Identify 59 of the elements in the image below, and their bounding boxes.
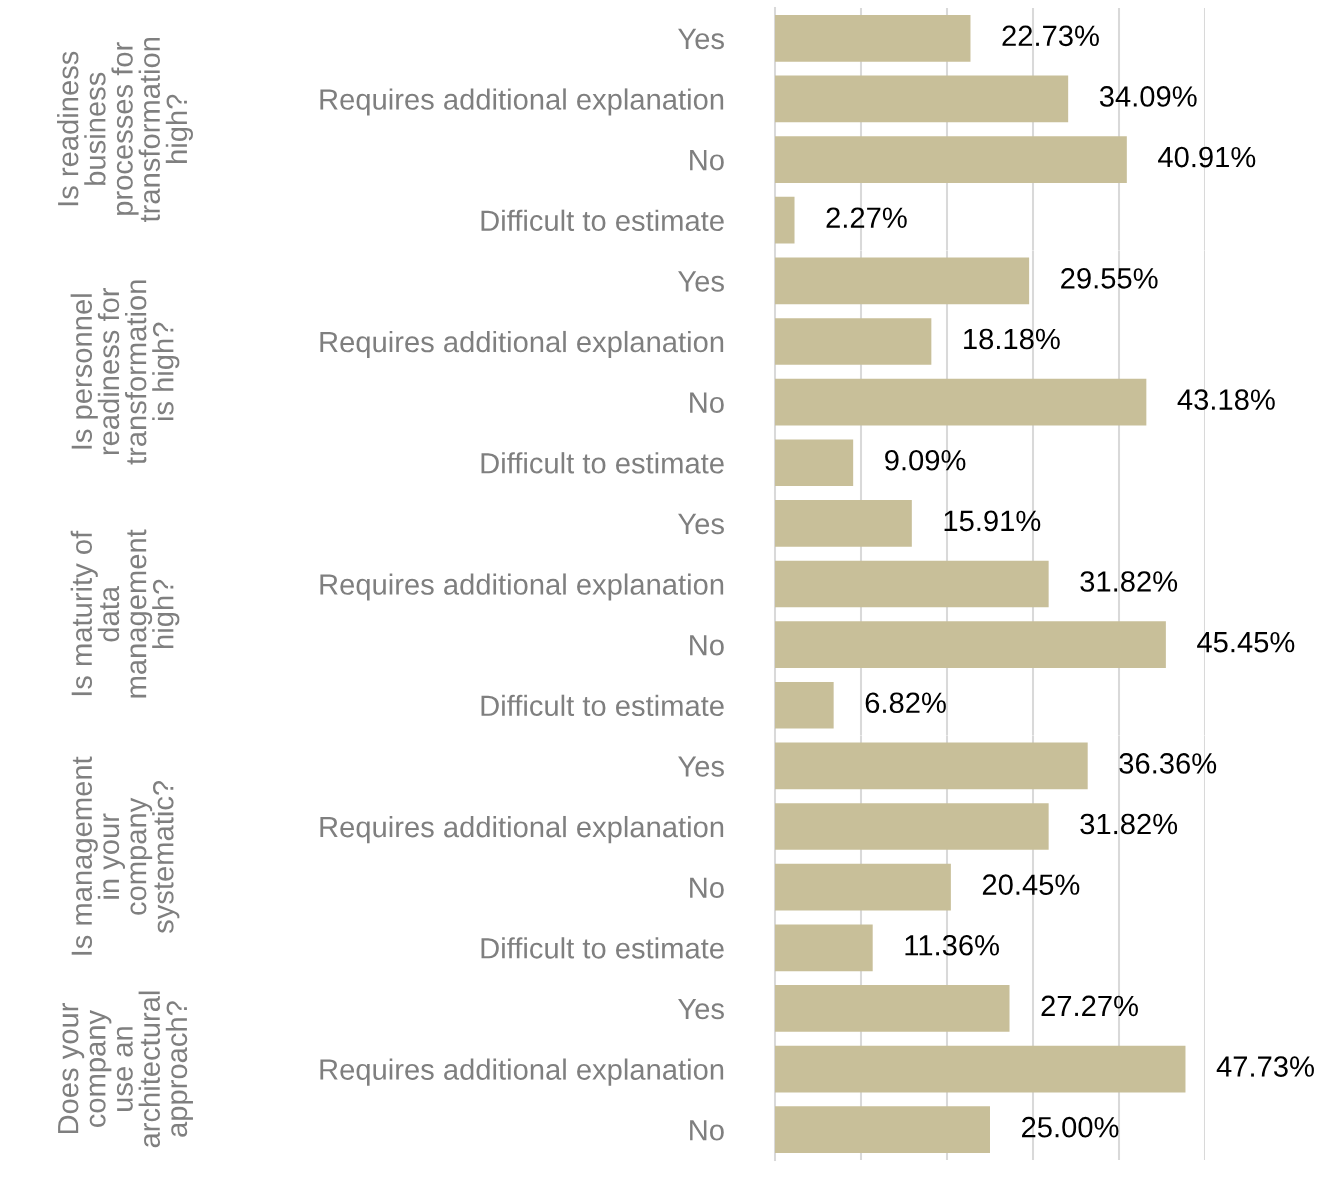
data-label: 15.91% bbox=[944, 510, 1041, 532]
y-tick-label: Difficult to estimate bbox=[481, 452, 724, 474]
y-tick-label: Difficult to estimate bbox=[481, 937, 724, 959]
y-tick-label: No bbox=[690, 877, 724, 899]
bar bbox=[775, 136, 1127, 183]
y-tick-label: No bbox=[690, 1120, 724, 1141]
text: Is readiness business processes for transformation high? bbox=[57, 37, 193, 223]
bar bbox=[775, 196, 795, 244]
y-tick-label: No bbox=[690, 635, 724, 656]
bar bbox=[775, 681, 834, 729]
y-tick-label: Requires additional explanation bbox=[320, 815, 724, 844]
data-label: 22.73% bbox=[1002, 25, 1099, 47]
data-label: 34.09% bbox=[1099, 86, 1197, 107]
data-label: 47.73% bbox=[1216, 1056, 1314, 1077]
y-tick-label: Yes bbox=[678, 271, 724, 292]
data-label: 25.00% bbox=[1022, 1116, 1119, 1138]
bar bbox=[775, 378, 1147, 426]
data-label: 20.45% bbox=[982, 874, 1080, 895]
bar bbox=[775, 560, 1049, 608]
data-label: 6.82% bbox=[865, 692, 946, 714]
bar bbox=[775, 863, 951, 911]
bar bbox=[775, 742, 1088, 790]
data-label: 29.55% bbox=[1061, 268, 1158, 289]
bar bbox=[775, 439, 854, 487]
y-tick-label: Yes bbox=[678, 28, 724, 50]
bar bbox=[775, 75, 1069, 123]
text: Is management in your company systematic? bbox=[71, 756, 180, 955]
data-label: 31.82% bbox=[1080, 813, 1178, 835]
data-label: 11.36% bbox=[905, 934, 999, 956]
text: Is personnel readiness for transformation is high? bbox=[70, 280, 180, 465]
y-tick-label: Yes bbox=[678, 513, 724, 535]
data-label: 36.36% bbox=[1119, 753, 1217, 774]
text: Is maturity of data management high? bbox=[70, 529, 180, 698]
data-label: 45.45% bbox=[1197, 631, 1295, 653]
bar bbox=[775, 318, 932, 365]
bar bbox=[775, 500, 912, 547]
bar bbox=[775, 14, 971, 62]
y-tick-label: Difficult to estimate bbox=[481, 209, 724, 232]
y-tick-label: No bbox=[690, 150, 724, 171]
y-tick-label: Difficult to estimate bbox=[481, 694, 724, 717]
y-tick-label: Requires additional explanation bbox=[320, 330, 724, 359]
bar bbox=[775, 924, 873, 972]
data-label: 43.18% bbox=[1177, 389, 1275, 410]
data-label: 40.91% bbox=[1158, 146, 1256, 168]
data-label: 27.27% bbox=[1041, 995, 1138, 1017]
y-tick-label: Requires additional explanation bbox=[320, 573, 724, 601]
data-label: 31.82% bbox=[1080, 571, 1178, 592]
text: Does your company use an architectural approach? bbox=[58, 991, 193, 1148]
data-label: 2.27% bbox=[826, 207, 907, 228]
y-tick-label: No bbox=[690, 392, 724, 413]
bar bbox=[775, 621, 1166, 668]
data-label: 18.18% bbox=[964, 328, 1060, 350]
bar bbox=[775, 803, 1049, 850]
y-tick-label: Requires additional explanation bbox=[320, 1058, 724, 1086]
bar bbox=[775, 257, 1030, 305]
data-label: 9.09% bbox=[885, 449, 966, 471]
y-tick-label: Yes bbox=[678, 756, 724, 777]
y-tick-label: Yes bbox=[678, 998, 724, 1020]
y-tick-label: Requires additional explanation bbox=[320, 88, 724, 116]
